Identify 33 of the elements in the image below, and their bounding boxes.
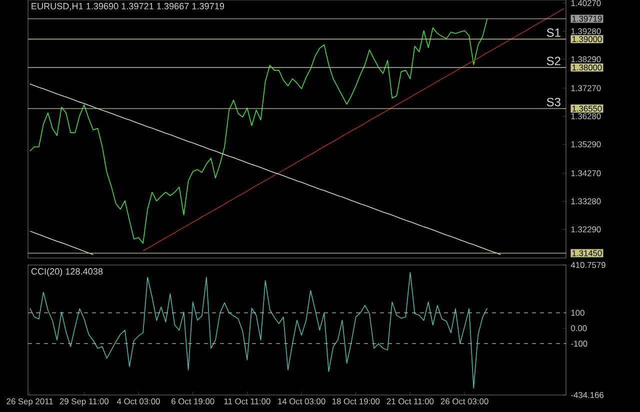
y-tick-label: 410.7579: [570, 262, 606, 268]
y-tick-label: -100: [571, 340, 588, 347]
x-tick-label: 18 Oct 19:00: [332, 398, 380, 404]
y-tick-label: 1.40270: [571, 0, 601, 6]
y-tick-label: -434.166: [571, 392, 604, 398]
y-tick-label: 1.37270: [571, 85, 601, 92]
x-tick-label: 11 Oct 11:00: [224, 398, 270, 404]
y-tick-label: 100: [571, 310, 584, 316]
chart-title: EURUSD,H1 1.39690 1.39721 1.39667 1.39719: [32, 2, 224, 10]
y-tick-label: 0.00: [571, 325, 587, 332]
x-tick-label: 6 Oct 19:00: [172, 398, 214, 404]
y-tick-label: 1.38000: [572, 64, 602, 70]
y-tick-label: 1.33280: [571, 198, 601, 204]
y-tick-label: 1.36280: [571, 113, 601, 120]
x-tick-label: 26 Sep 2011: [6, 398, 53, 406]
ref-line-label: S1: [546, 28, 560, 37]
y-tick-label: 1.34270: [571, 170, 601, 176]
x-tick-label: 21 Oct 11:00: [386, 398, 434, 404]
x-tick-label: 26 Oct 03:00: [440, 398, 488, 404]
y-tick-label: 1.35290: [571, 141, 601, 148]
ref-line-label: S2: [546, 56, 560, 66]
x-tick-label: 14 Oct 03:00: [278, 398, 326, 404]
y-tick-label: 1.39280: [571, 28, 601, 34]
y-tick-label: 1.32290: [571, 226, 601, 232]
x-tick-label: 29 Sep 11:00: [60, 398, 109, 406]
y-tick-label: 1.39719: [572, 16, 602, 22]
chart-title: CCI(20) 128.4038: [31, 268, 103, 276]
x-tick-label: 4 Oct 03:00: [116, 398, 160, 404]
y-tick-label: 1.39000: [572, 36, 602, 42]
ref-line-label: S3: [546, 98, 560, 106]
y-tick-label: 1.38290: [571, 56, 601, 62]
y-tick-label: 1.31450: [572, 250, 602, 256]
y-tick-label: 1.36550: [572, 106, 602, 112]
